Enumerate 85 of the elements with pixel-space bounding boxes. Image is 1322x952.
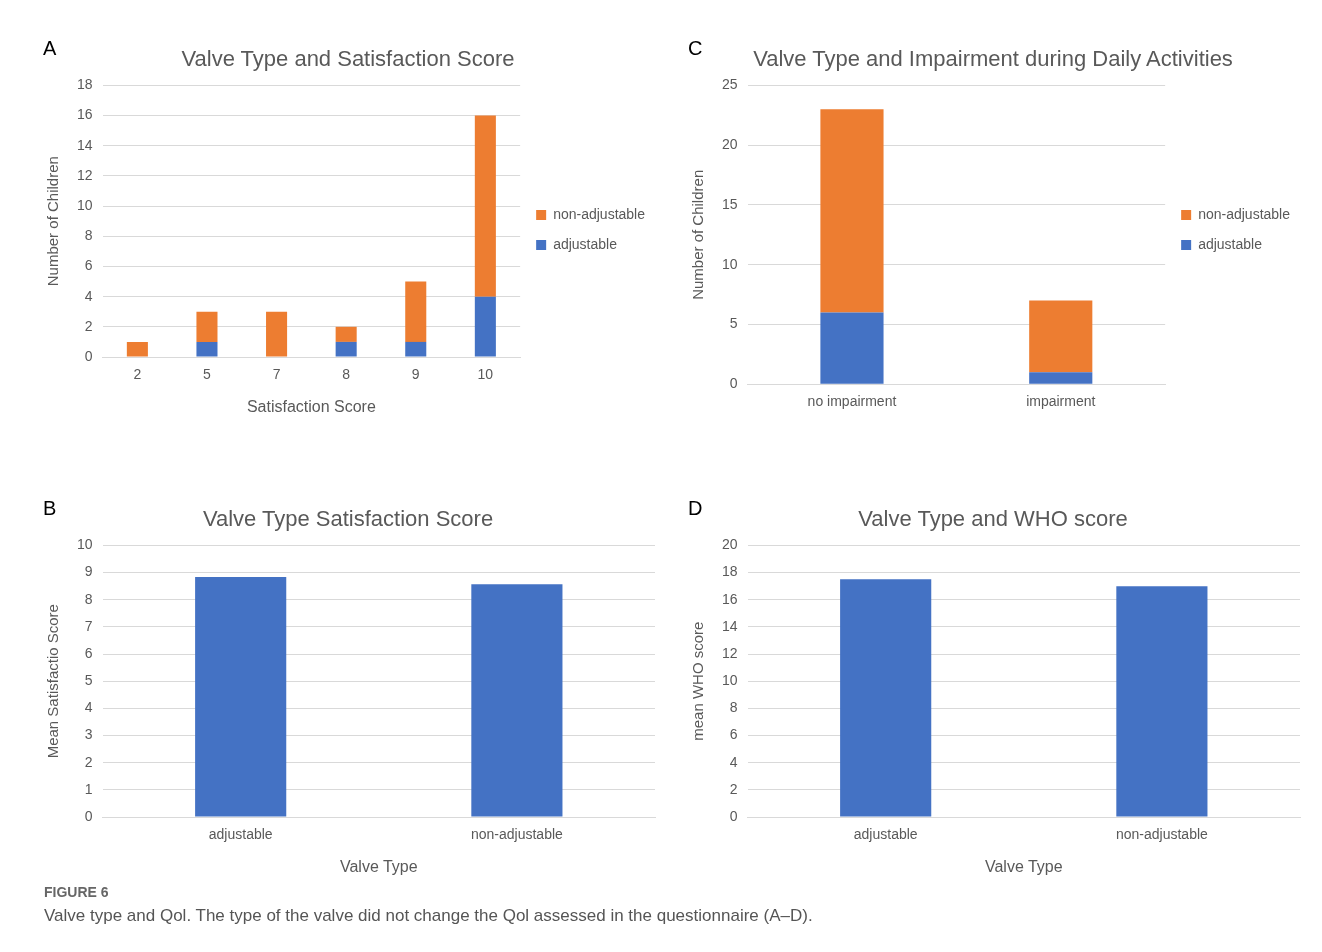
- y-tick-label: 4: [84, 287, 93, 304]
- y-tick-label: 16: [76, 106, 93, 123]
- y-tick-label: 7: [84, 617, 93, 634]
- caption: FIGURE 6: [44, 884, 110, 900]
- y-axis-title: mean WHO score: [689, 621, 707, 741]
- y-tick-label: 4: [729, 753, 738, 770]
- x-tick-label: non-adjustable: [1115, 826, 1209, 843]
- y-axis-title: Mean Satisfactio Score: [44, 604, 62, 759]
- bar: [474, 115, 496, 297]
- bar: [335, 326, 357, 342]
- y-tick-label: 5: [729, 315, 738, 332]
- y-tick-label: 6: [84, 257, 93, 274]
- y-tick-label: 20: [721, 136, 738, 153]
- text: D: [688, 497, 703, 520]
- y-tick-label: 16: [721, 590, 738, 607]
- text: B: [43, 497, 57, 520]
- bar: [196, 341, 218, 357]
- bar: [820, 109, 884, 313]
- y-tick-label: 20: [721, 536, 738, 553]
- y-tick-label: 4: [84, 699, 93, 716]
- bar: [1029, 372, 1093, 384]
- x-tick-label: non-adjustable: [470, 826, 564, 843]
- text: A: [43, 37, 57, 60]
- y-tick-label: 12: [721, 644, 738, 661]
- y-tick-label: 15: [721, 195, 738, 212]
- y-tick-label: 3: [84, 726, 93, 743]
- y-tick-label: 1: [84, 780, 93, 797]
- y-tick-label: 6: [84, 644, 93, 661]
- text: C: [688, 37, 703, 60]
- y-axis-title: Number of Children: [44, 156, 62, 287]
- y-tick-label: 10: [76, 536, 93, 553]
- y-tick-label: 10: [76, 196, 93, 213]
- x-tick-label: no impairment: [807, 393, 897, 410]
- y-tick-label: 18: [721, 563, 738, 580]
- y-tick-label: 10: [721, 672, 738, 689]
- bar: [1029, 300, 1093, 373]
- bar: [335, 341, 357, 357]
- y-tick-label: 8: [84, 590, 93, 607]
- y-tick-label: 8: [84, 227, 93, 244]
- y-axis-title: Number of Children: [689, 169, 707, 300]
- bar: [126, 341, 148, 357]
- bar: [405, 341, 427, 357]
- x-axis-title: Valve Type: [339, 857, 418, 875]
- y-tick-label: 0: [84, 807, 93, 824]
- legend-label: adjustable: [1198, 235, 1263, 252]
- y-tick-label: 2: [84, 317, 93, 334]
- bar: [474, 296, 496, 357]
- legend-label: non-adjustable: [553, 205, 646, 222]
- y-tick-label: 8: [729, 699, 738, 716]
- y-tick-label: 18: [76, 76, 93, 93]
- y-tick-label: 10: [721, 255, 738, 272]
- x-tick-label: 5: [203, 366, 212, 383]
- y-tick-label: 5: [84, 672, 93, 689]
- x-tick-label: 7: [272, 366, 281, 383]
- chart-title: Valve Type and Satisfaction Score: [181, 46, 515, 72]
- y-tick-label: 14: [76, 136, 93, 153]
- x-tick-label: adjustable: [208, 826, 273, 843]
- y-tick-label: 0: [729, 375, 738, 392]
- legend-label: non-adjustable: [1198, 205, 1291, 222]
- y-tick-label: 14: [721, 617, 738, 634]
- x-tick-label: 10: [477, 366, 494, 383]
- y-tick-label: 9: [84, 563, 93, 580]
- bar: [405, 281, 427, 342]
- x-tick-label: adjustable: [853, 826, 918, 843]
- legend-label: adjustable: [553, 235, 618, 252]
- bar: [196, 311, 218, 342]
- y-tick-label: 2: [729, 780, 738, 797]
- y-tick-label: 2: [84, 753, 93, 770]
- y-tick-label: 12: [76, 166, 93, 183]
- text: Valve type and Qol. The type of the valve did not change the Qol assessed in the questionnaire (A–D).: [44, 906, 813, 926]
- x-tick-label: impairment: [1026, 393, 1096, 410]
- x-tick-label: 2: [133, 366, 142, 383]
- y-tick-label: 0: [729, 807, 738, 824]
- x-axis-title: Valve Type: [984, 857, 1063, 875]
- x-tick-label: 9: [411, 366, 420, 383]
- chart-title: Valve Type and WHO score: [858, 506, 1128, 532]
- chart-title: Valve Type Satisfaction Score: [202, 506, 494, 532]
- bar: [820, 312, 884, 384]
- y-tick-label: 25: [721, 76, 738, 93]
- chart-title: Valve Type and Impairment during Daily Activities: [753, 46, 1233, 72]
- x-axis-title: Satisfaction Score: [246, 397, 376, 415]
- y-tick-label: 0: [84, 347, 93, 364]
- y-tick-label: 6: [729, 726, 738, 743]
- x-tick-label: 8: [342, 366, 351, 383]
- bar: [266, 311, 288, 357]
